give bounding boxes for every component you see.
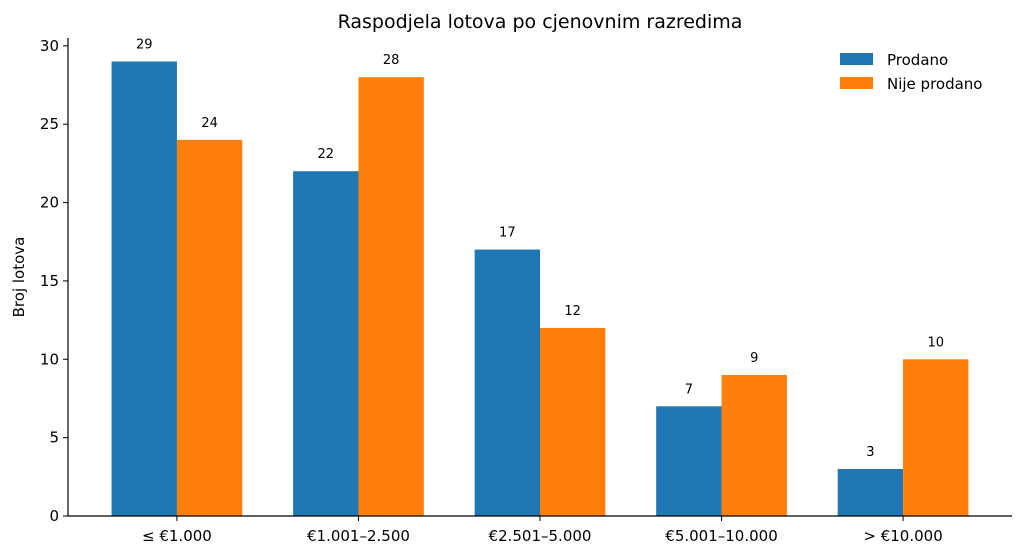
bar-prodano (837, 468, 904, 516)
bar-nije-prodano (903, 359, 969, 516)
x-tick-label: €5.001–10.000 (665, 527, 777, 545)
x-tick-label: €1.001–2.500 (307, 527, 410, 545)
x-tick-label: > €10.000 (863, 527, 942, 545)
bar-nije-prodano (540, 327, 606, 516)
legend: Prodano Nije prodano (840, 51, 983, 93)
y-tick-label: 30 (40, 37, 59, 55)
y-tick-label: 0 (49, 507, 59, 525)
chart-title: Raspodjela lotova po cjenovnim razredima (338, 11, 743, 33)
legend-label-prodano: Prodano (887, 51, 948, 69)
y-tick-label: 15 (40, 272, 59, 290)
bar-prodano (474, 249, 540, 516)
data-label: 3 (866, 445, 874, 460)
x-tick-label: €2.501–5.000 (489, 527, 592, 545)
y-tick-label: 20 (40, 194, 59, 212)
bar-nije-prodano (721, 374, 787, 516)
data-label: 7 (685, 382, 693, 397)
data-label: 17 (499, 226, 516, 241)
bar-prodano (111, 61, 177, 516)
legend-swatch-prodano (840, 53, 873, 65)
y-tick-label: 25 (40, 115, 59, 133)
bar-nije-prodano (176, 139, 243, 517)
data-label: 12 (564, 304, 581, 319)
legend-swatch-nije-prodano (840, 77, 873, 89)
data-label: 29 (136, 38, 153, 53)
data-label: 22 (318, 147, 335, 162)
data-label: 28 (383, 53, 400, 68)
data-label: 24 (201, 116, 218, 131)
bar-prodano (293, 171, 359, 516)
bar-nije-prodano (358, 77, 424, 516)
data-label: 10 (927, 335, 944, 350)
y-tick-label: 5 (49, 429, 59, 447)
bar-prodano (656, 406, 722, 516)
y-tick-label: 10 (40, 350, 59, 368)
x-tick-label: ≤ €1.000 (142, 527, 212, 545)
data-label: 9 (750, 351, 758, 366)
legend-label-nije-prodano: Nije prodano (887, 75, 983, 93)
y-axis-label: Broj lotova (10, 237, 28, 318)
